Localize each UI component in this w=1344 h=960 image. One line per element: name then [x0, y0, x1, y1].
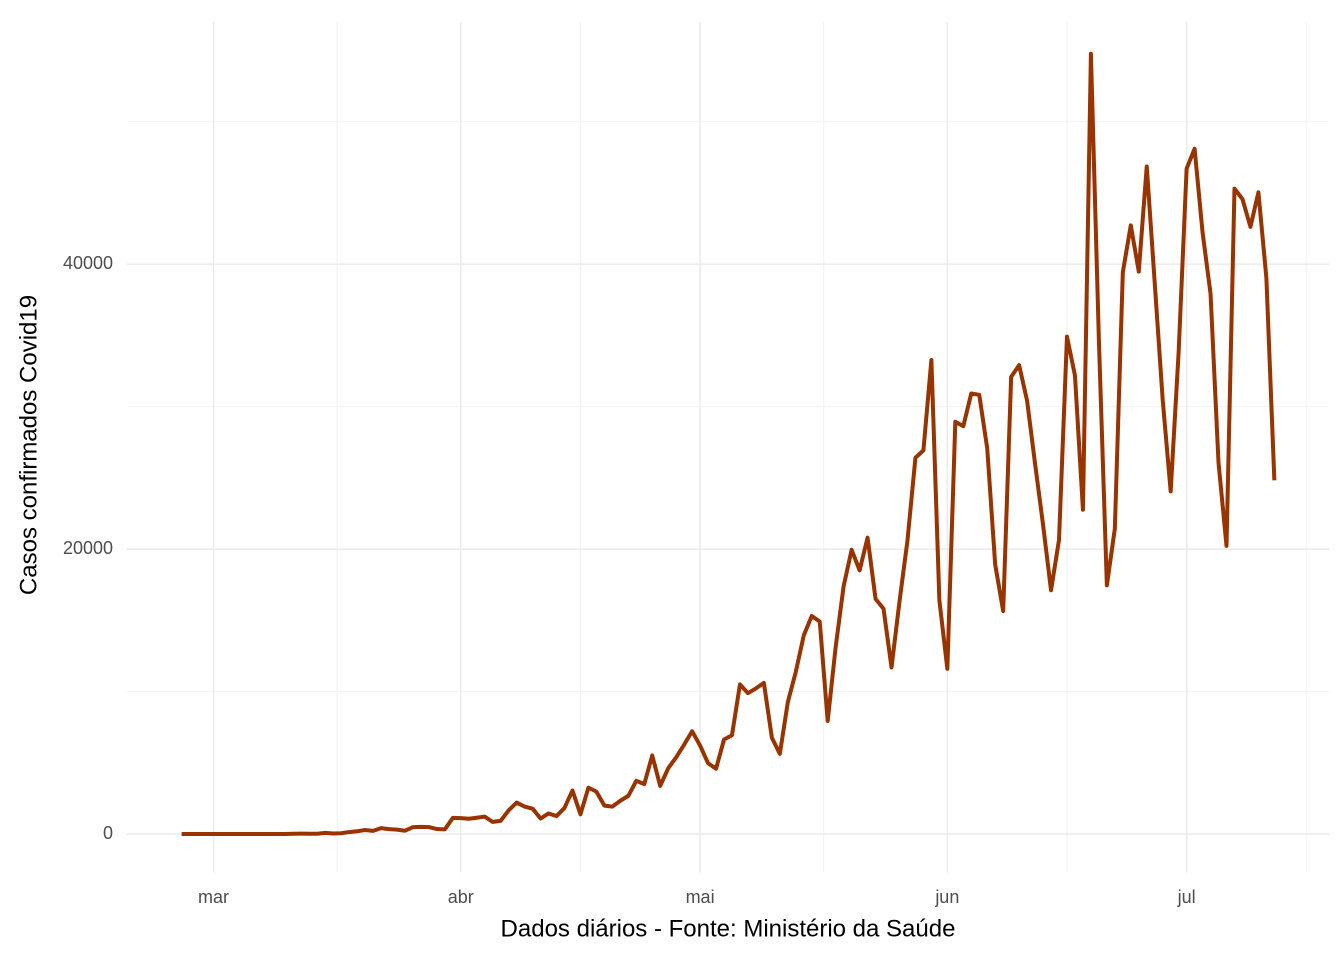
y-tick-label: 40000 — [63, 253, 113, 273]
y-axis-title: Casos confirmados Covid19 — [15, 295, 42, 595]
x-axis-title: Dados diários - Fonte: Ministério da Saú… — [501, 915, 956, 942]
grid — [127, 22, 1329, 873]
x-tick-label: mar — [198, 887, 229, 907]
data-line — [181, 51, 1277, 837]
x-tick-label: abr — [448, 887, 474, 907]
x-tick-label: mai — [686, 887, 715, 907]
y-tick-label: 20000 — [63, 538, 113, 558]
y-tick-label: 0 — [103, 823, 113, 843]
x-tick-label: jul — [1177, 887, 1196, 907]
x-tick-label: jun — [934, 887, 959, 907]
